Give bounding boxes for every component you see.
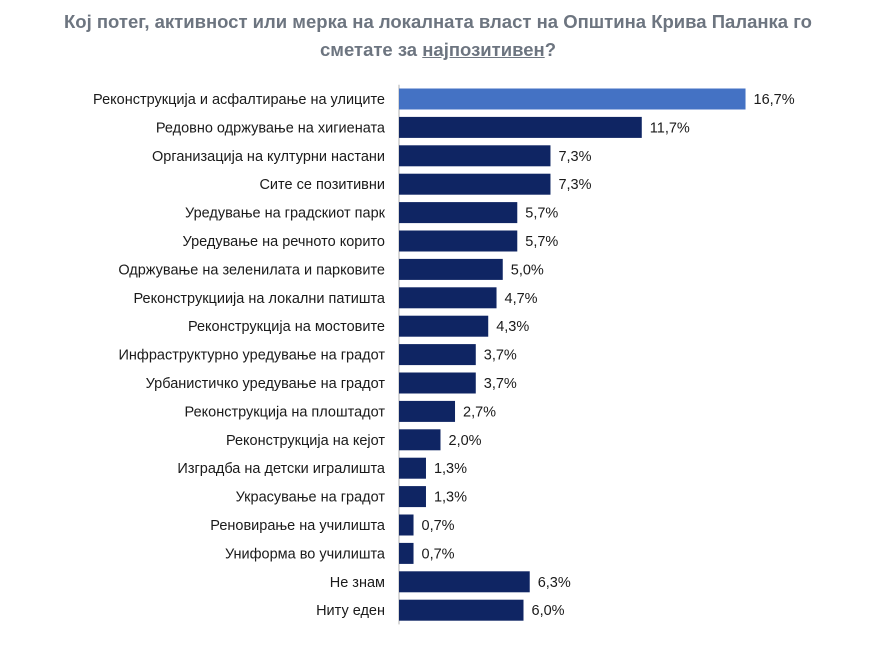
category-label: Редовно одржување на хигиената — [156, 120, 386, 136]
category-label: Изградба на детски игралишта — [177, 461, 386, 477]
data-label: 3,7% — [484, 348, 517, 364]
data-label: 1,3% — [434, 490, 467, 506]
data-label: 0,7% — [422, 546, 455, 562]
data-label: 4,3% — [496, 319, 529, 335]
category-label: Реконструкциија на локални патишта — [133, 291, 385, 307]
bar — [399, 88, 746, 110]
category-label: Сите се позитивни — [259, 177, 385, 193]
bar — [399, 457, 426, 479]
bar — [399, 230, 518, 252]
bar — [399, 116, 642, 138]
bar — [399, 258, 503, 280]
chart-title-line2: сметате за најпозитивен? — [0, 36, 876, 64]
category-label: Одржување на зеленилата и парковите — [118, 262, 385, 278]
data-label: 2,7% — [463, 404, 496, 420]
category-label: Уредување на градскиот парк — [185, 206, 386, 222]
category-label: Реконструкција на кејот — [226, 433, 385, 449]
bar — [399, 486, 426, 508]
bar — [399, 315, 489, 337]
chart-title-prefix: сметате за — [320, 39, 423, 60]
data-label: 7,3% — [558, 149, 591, 165]
category-label: Уредување на речното корито — [183, 234, 385, 250]
bar — [399, 571, 530, 593]
data-label: 2,0% — [449, 433, 482, 449]
bar — [399, 599, 524, 621]
category-label: Реновирање на училишта — [210, 518, 386, 534]
chart-title-line1: Кој потег, активност или мерка на локалн… — [64, 11, 812, 32]
data-label: 0,7% — [422, 518, 455, 534]
bar — [399, 202, 518, 224]
chart-title: Кој потег, активност или мерка на локалн… — [0, 8, 876, 64]
category-label: Униформа во училишта — [225, 546, 386, 562]
bar — [399, 173, 551, 195]
data-label: 1,3% — [434, 461, 467, 477]
category-label: Реконструкција на плоштадот — [185, 404, 386, 420]
data-label: 6,3% — [538, 575, 571, 591]
data-label: 11,7% — [650, 120, 690, 136]
data-label: 16,7% — [754, 92, 795, 108]
category-label: Украсување на градот — [236, 490, 386, 506]
bar — [399, 145, 551, 167]
data-label: 3,7% — [484, 376, 517, 392]
bar — [399, 344, 476, 366]
bar — [399, 429, 441, 451]
bar — [399, 514, 414, 536]
category-label: Не знам — [330, 575, 385, 591]
category-label: Инфраструктурно уредување на градот — [118, 348, 385, 364]
data-label: 6,0% — [532, 603, 565, 619]
category-label: Организација на културни настани — [152, 149, 385, 165]
bar — [399, 287, 497, 309]
data-label: 5,7% — [525, 234, 558, 250]
data-label: 7,3% — [558, 177, 591, 193]
data-label: 5,7% — [525, 206, 558, 222]
category-label: Реконструкција и асфалтирање на улиците — [93, 92, 385, 108]
chart-title-suffix: ? — [544, 39, 556, 60]
bar — [399, 542, 414, 564]
bar — [399, 372, 476, 394]
category-label: Урбанистичко уредување на градот — [146, 376, 386, 392]
chart-title-emphasis: најпозитивен — [422, 39, 545, 60]
bar — [399, 400, 456, 422]
data-label: 4,7% — [505, 291, 538, 307]
category-label: Ниту еден — [316, 603, 385, 619]
data-label: 5,0% — [511, 262, 544, 278]
category-label: Реконструкција на мостовите — [188, 319, 385, 335]
